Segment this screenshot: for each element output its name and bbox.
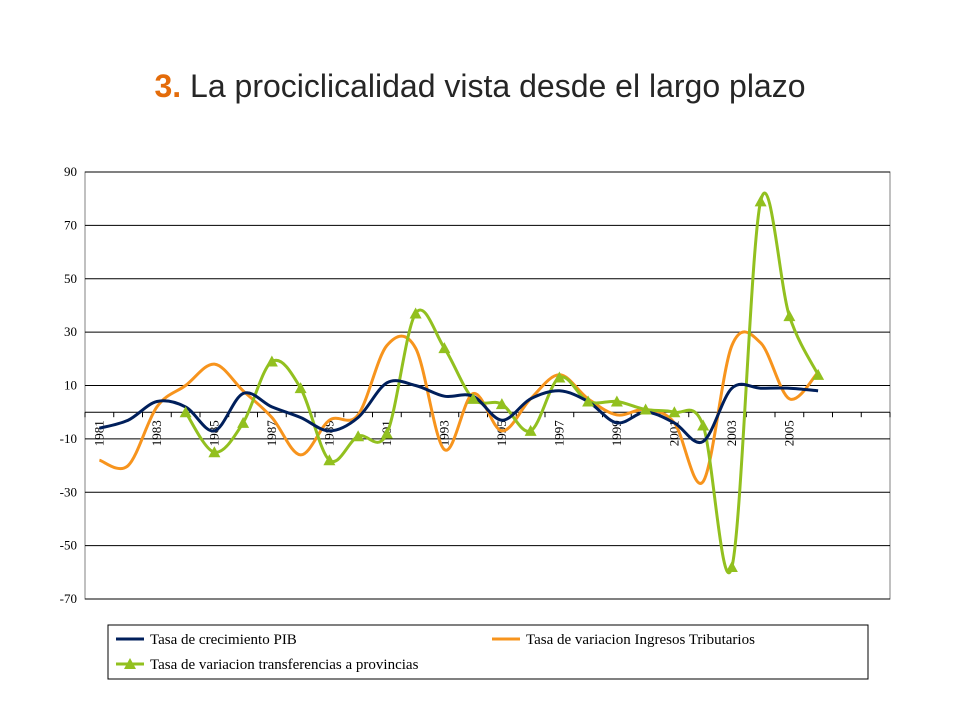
legend-box — [107, 624, 869, 680]
legend: Tasa de crecimiento PIB Tasa de variacion… — [107, 624, 869, 680]
x-tick-label: 1987 — [264, 420, 279, 447]
data-point-marker — [265, 355, 278, 367]
data-point-marker — [553, 371, 566, 383]
slide-title-number: 3. — [154, 68, 182, 104]
data-point-marker — [237, 416, 250, 428]
data-point-marker — [725, 560, 738, 572]
y-tick-label: 10 — [64, 378, 77, 393]
slide-title: 3. La prociclicalidad vista desde el lar… — [0, 68, 960, 105]
x-tick-label: 2005 — [781, 420, 796, 446]
data-point-marker — [323, 454, 336, 466]
legend-marker — [124, 658, 136, 669]
data-point-marker — [179, 406, 192, 418]
y-tick-label: 30 — [64, 324, 77, 339]
legend-label-3: Tasa de variacion transferencias a provi… — [150, 657, 419, 673]
legend-label-2: Tasa de variacion Ingresos Tributarios — [526, 632, 755, 648]
series-markers — [179, 195, 825, 572]
x-tick-label: 1999 — [609, 420, 624, 446]
data-point-marker — [409, 307, 422, 319]
y-tick-label: 90 — [64, 164, 77, 179]
data-point-marker — [610, 395, 623, 407]
series-line-2 — [98, 330, 820, 485]
y-tick-label: -50 — [60, 538, 77, 553]
y-tick-label: -30 — [60, 484, 77, 499]
y-tick-label: 70 — [64, 217, 77, 232]
y-tick-label: 50 — [64, 271, 77, 286]
x-tick-label: 2003 — [724, 420, 739, 446]
data-point-marker — [380, 427, 393, 439]
legend-label-1: Tasa de crecimiento PIB — [150, 632, 297, 648]
y-axis: 90 70 50 30 10 -10 -30 -50 -70 — [60, 164, 77, 606]
x-tick-label: 1981 — [91, 420, 106, 446]
y-tick-label: -10 — [60, 431, 77, 446]
data-point-marker — [639, 403, 652, 415]
data-point-marker — [294, 382, 307, 394]
series-line-1 — [99, 379, 819, 445]
x-tick-label: 1985 — [206, 420, 221, 446]
x-tick-label: 1983 — [149, 420, 164, 446]
data-point-marker — [352, 430, 365, 442]
slide-title-text: La prociclicalidad vista desde el largo … — [190, 68, 806, 104]
data-point-marker — [208, 446, 221, 458]
data-point-marker — [495, 398, 508, 410]
x-tick-label: 1989 — [321, 420, 336, 446]
data-point-marker — [467, 392, 480, 404]
data-point-marker — [697, 419, 710, 431]
y-tick-label: -70 — [60, 591, 77, 606]
data-point-marker — [582, 395, 595, 407]
data-point-marker — [438, 342, 451, 354]
data-point-marker — [812, 368, 825, 380]
data-point-marker — [668, 406, 681, 418]
x-axis: 1981198319851987198919911993199519971999… — [84, 411, 891, 447]
x-tick-label: 1997 — [551, 420, 566, 447]
grid-lines — [85, 171, 890, 600]
data-point-marker — [524, 424, 537, 436]
data-point-marker — [754, 195, 767, 207]
data-point-marker — [783, 310, 796, 322]
